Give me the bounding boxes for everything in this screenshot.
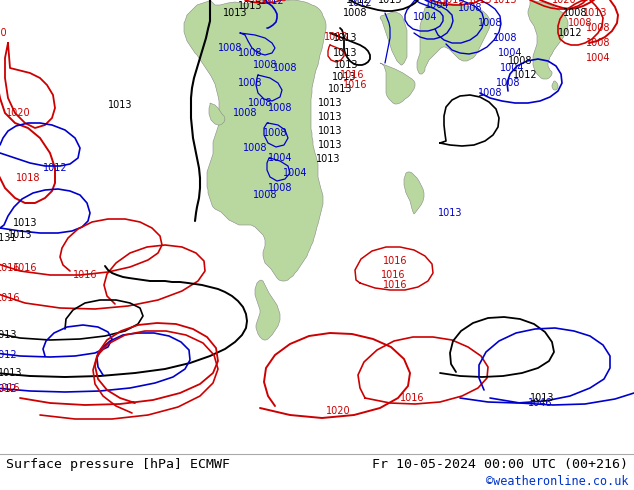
- Text: 1013: 1013: [583, 8, 607, 18]
- Text: 1018: 1018: [16, 173, 40, 183]
- Text: 1004: 1004: [268, 153, 292, 163]
- Text: 1016: 1016: [383, 280, 407, 290]
- Polygon shape: [552, 81, 558, 90]
- Text: 1008: 1008: [478, 18, 502, 28]
- Text: 1008: 1008: [478, 88, 502, 98]
- Text: 1016: 1016: [441, 0, 465, 5]
- Polygon shape: [184, 0, 326, 281]
- Text: Fr 10-05-2024 00:00 UTC (00+216): Fr 10-05-2024 00:00 UTC (00+216): [372, 458, 628, 470]
- Text: 1008: 1008: [493, 33, 517, 43]
- Text: 1013: 1013: [530, 393, 554, 403]
- Text: 1016: 1016: [0, 263, 20, 273]
- Text: 1004: 1004: [283, 168, 307, 178]
- Text: 1013: 1013: [318, 126, 342, 136]
- Text: 1013: 1013: [324, 32, 348, 42]
- Text: 1008: 1008: [508, 56, 533, 66]
- Text: 1008: 1008: [586, 38, 611, 48]
- Text: 1016: 1016: [250, 0, 275, 5]
- Text: 1013: 1013: [318, 112, 342, 122]
- Text: 1013: 1013: [332, 72, 356, 82]
- Text: 1013: 1013: [493, 0, 517, 5]
- Text: 1016: 1016: [381, 270, 405, 280]
- Polygon shape: [417, 0, 490, 74]
- Text: 1012: 1012: [0, 350, 17, 360]
- Text: 1008: 1008: [253, 60, 277, 70]
- Text: 1008: 1008: [238, 48, 262, 58]
- Polygon shape: [528, 0, 568, 79]
- Text: 1004: 1004: [498, 48, 522, 58]
- Text: Surface pressure [hPa] ECMWF: Surface pressure [hPa] ECMWF: [6, 458, 230, 470]
- Text: 1008: 1008: [262, 128, 287, 138]
- Text: 1012: 1012: [260, 0, 284, 6]
- Text: 1008: 1008: [253, 190, 277, 200]
- Text: 1013: 1013: [238, 1, 262, 11]
- Text: 1016: 1016: [13, 263, 37, 273]
- Text: 1012: 1012: [347, 0, 372, 8]
- Text: 1004: 1004: [413, 12, 437, 22]
- Text: 0131: 0131: [0, 233, 17, 243]
- Text: 1020: 1020: [0, 28, 8, 38]
- Text: 1013: 1013: [333, 33, 357, 43]
- Polygon shape: [404, 172, 424, 214]
- Text: 1008: 1008: [458, 3, 482, 13]
- Text: 1016: 1016: [0, 293, 20, 303]
- Text: 1020: 1020: [326, 406, 351, 416]
- Text: 1013: 1013: [0, 330, 17, 340]
- Polygon shape: [209, 103, 225, 125]
- Text: 1008: 1008: [568, 18, 592, 28]
- Text: 1016: 1016: [73, 270, 97, 280]
- Text: 1008: 1008: [248, 98, 272, 108]
- Text: 1013: 1013: [0, 368, 22, 378]
- Text: 1012: 1012: [513, 70, 537, 80]
- Text: 1008: 1008: [217, 43, 242, 53]
- Text: 1016: 1016: [0, 383, 20, 393]
- Text: 1016: 1016: [343, 80, 367, 90]
- Text: ©weatheronline.co.uk: ©weatheronline.co.uk: [486, 475, 628, 489]
- Text: 1020: 1020: [552, 0, 576, 5]
- Text: 1013: 1013: [13, 218, 37, 228]
- Polygon shape: [255, 280, 280, 340]
- Text: 1012: 1012: [558, 28, 582, 38]
- Text: 1008: 1008: [343, 8, 367, 18]
- Polygon shape: [380, 63, 415, 104]
- Polygon shape: [380, 12, 407, 65]
- Text: 1013: 1013: [318, 140, 342, 150]
- Text: 1013: 1013: [316, 154, 340, 164]
- Text: 1013: 1013: [378, 0, 402, 5]
- Text: 1016: 1016: [383, 256, 407, 266]
- Text: 1008: 1008: [268, 103, 292, 113]
- Text: 1008: 1008: [243, 143, 268, 153]
- Text: 1013: 1013: [108, 100, 133, 110]
- Text: 1004: 1004: [500, 63, 524, 73]
- Text: 1008: 1008: [273, 63, 297, 73]
- Text: 1012: 1012: [42, 163, 67, 173]
- Text: 1046: 1046: [527, 398, 552, 408]
- Text: 1013: 1013: [328, 84, 353, 94]
- Text: 1013: 1013: [437, 208, 462, 218]
- Text: 1016: 1016: [400, 393, 424, 403]
- Text: 1008: 1008: [233, 108, 257, 118]
- Text: 1004: 1004: [425, 0, 450, 10]
- Text: 1013: 1013: [333, 60, 358, 70]
- Text: 1008: 1008: [563, 8, 587, 18]
- Text: 1008: 1008: [496, 78, 521, 88]
- Text: 1012: 1012: [346, 0, 370, 5]
- Text: 1008: 1008: [586, 23, 611, 33]
- Text: 1013: 1013: [223, 8, 247, 18]
- Text: 1008: 1008: [238, 78, 262, 88]
- Text: 1020: 1020: [6, 108, 30, 118]
- Text: 1016: 1016: [340, 70, 365, 80]
- Text: 1013: 1013: [318, 98, 342, 108]
- Text: 1004: 1004: [586, 53, 611, 63]
- Text: 1013: 1013: [8, 230, 32, 240]
- Text: 1012: 1012: [0, 384, 17, 394]
- Text: 1013: 1013: [333, 48, 357, 58]
- Text: 1008: 1008: [268, 183, 292, 193]
- Text: 1013: 1013: [468, 0, 492, 5]
